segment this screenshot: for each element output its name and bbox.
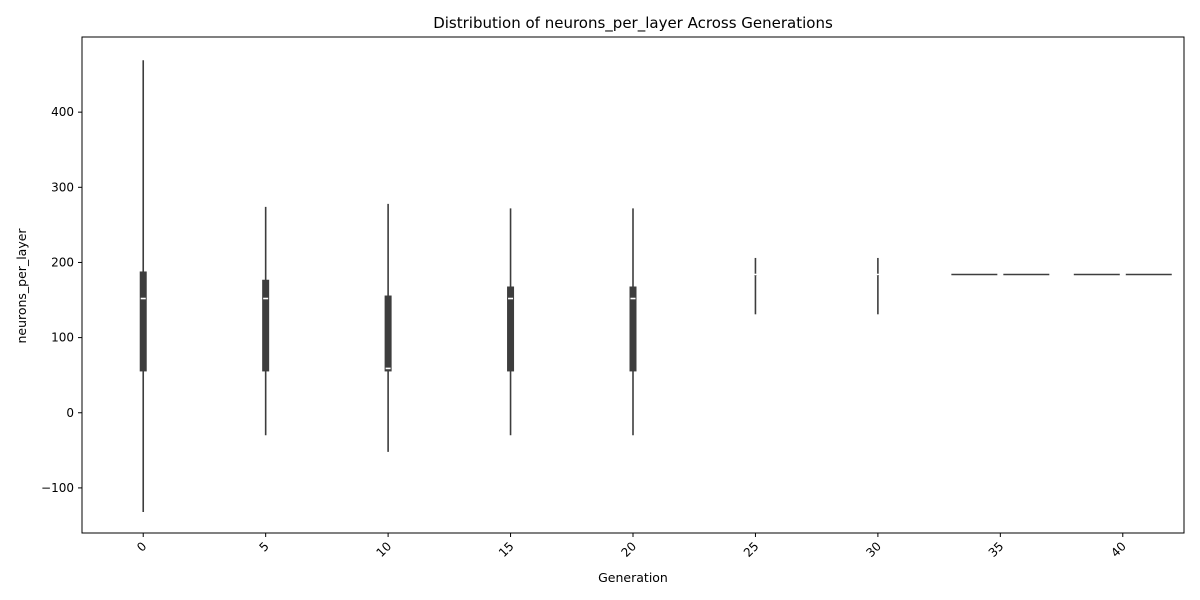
violin-gen-0: [139, 60, 147, 512]
violin-marks: [139, 60, 1172, 512]
plot-frame: [81, 36, 1185, 534]
x-axis-ticks: 0 5 10 15 20 25 30 35 40: [134, 533, 1129, 560]
violin-gen-20: [629, 208, 637, 436]
violin-gen-30: [875, 257, 881, 315]
violin-gen-10: [384, 203, 392, 452]
violin-box: [507, 286, 515, 372]
x-tick-label: 25: [741, 539, 762, 560]
x-tick-label: 30: [863, 539, 884, 560]
y-tick-label: 200: [51, 255, 74, 269]
violin-box: [629, 286, 637, 372]
x-tick-label: 20: [618, 539, 639, 560]
y-tick-label: 100: [51, 331, 74, 345]
x-tick-label: 10: [374, 539, 395, 560]
y-tick-label: −100: [41, 481, 74, 495]
x-tick-label: 15: [496, 539, 517, 560]
x-axis-label: Generation: [598, 570, 668, 585]
violin-box: [139, 271, 147, 372]
y-axis-label: neurons_per_layer: [14, 228, 29, 344]
x-tick-label: 40: [1108, 539, 1129, 560]
violin-gen-15: [507, 208, 515, 436]
violin-box: [384, 295, 392, 372]
violin-box: [262, 279, 270, 372]
x-tick-label: 0: [134, 539, 149, 554]
violin-gen-5: [262, 206, 270, 436]
chart-title: Distribution of neurons_per_layer Across…: [433, 14, 833, 33]
y-tick-label: 300: [51, 180, 74, 194]
y-axis-ticks: −100 0 100 200 300 400: [41, 105, 82, 495]
x-tick-label: 5: [256, 539, 271, 554]
y-tick-label: 0: [66, 406, 74, 420]
x-tick-label: 35: [986, 539, 1007, 560]
y-tick-label: 400: [51, 105, 74, 119]
violin-gen-25: [752, 257, 758, 315]
